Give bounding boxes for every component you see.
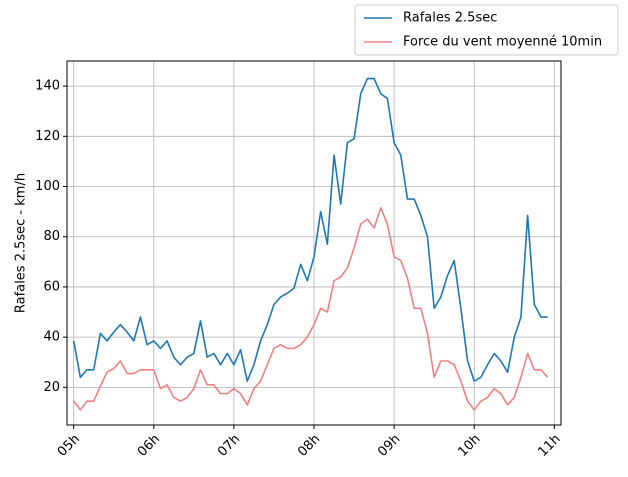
series-line-mean-wind [73, 207, 549, 411]
y-tick-label: 120 [35, 129, 60, 144]
y-axis: 20 40 60 80 100 120 140 [35, 79, 67, 395]
y-tick-label: 60 [43, 279, 60, 294]
series-lines [72, 77, 549, 411]
y-tick-label: 40 [43, 330, 60, 345]
y-axis-title: Rafales 2.5sec - km/h [14, 173, 29, 313]
y-tick-label: 100 [35, 179, 60, 194]
series-line-gusts [72, 77, 548, 382]
grid-lines [67, 61, 561, 425]
legend-entry-label: Rafales 2.5sec [403, 11, 497, 26]
legend-box [354, 4, 619, 56]
y-tick-label: 80 [43, 229, 60, 244]
legend-entry-label: Force du vent moyenné 10min [403, 35, 602, 50]
y-tick-label: 140 [35, 79, 60, 94]
y-tick-label: 20 [43, 380, 60, 395]
legend: Rafales 2.5sec Force du vent moyenné 10mi… [354, 4, 619, 56]
